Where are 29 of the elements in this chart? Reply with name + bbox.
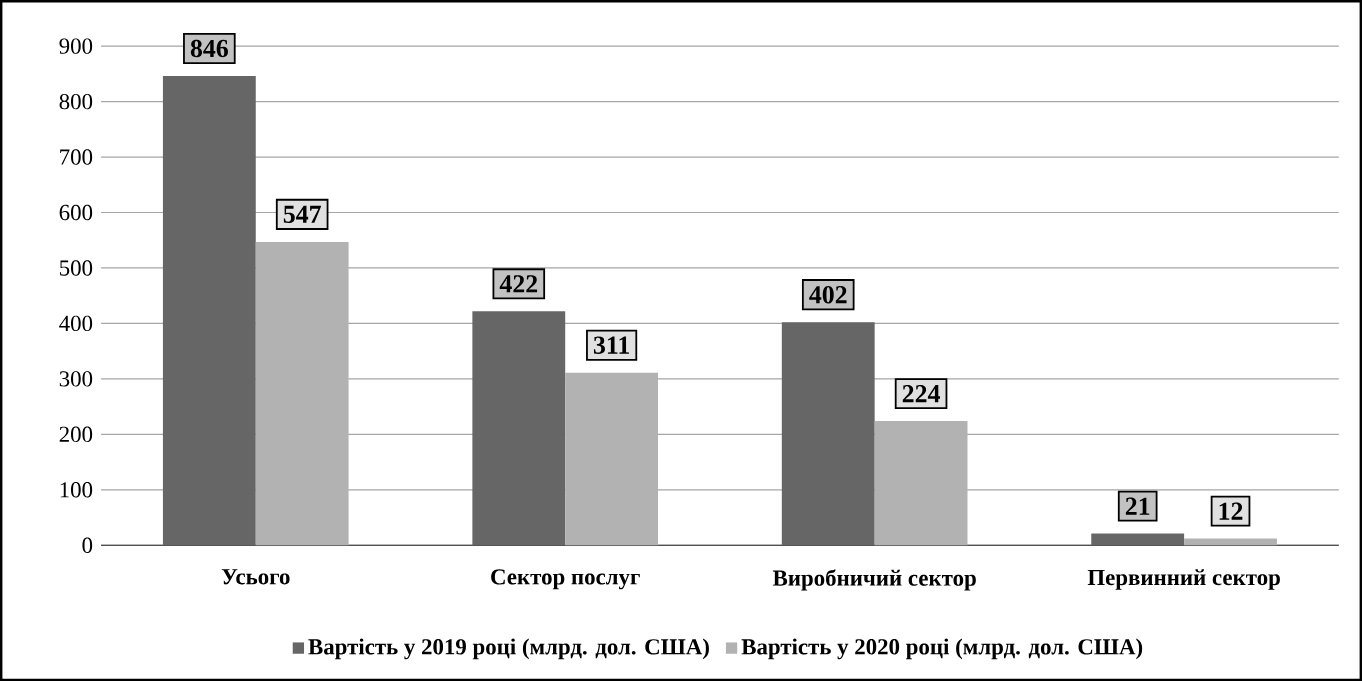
legend-label: Вартість у 2019 році (млрд. дол. США) [308, 638, 709, 660]
y-tick-label: 100 [60, 481, 93, 498]
x-tick-label: Первинний сектор [1087, 569, 1280, 590]
x-tick-label: Усього [221, 569, 290, 585]
data-label: 422 [499, 275, 538, 293]
x-tick-label: Виробничий сектор [772, 569, 976, 591]
data-label: 402 [809, 285, 847, 304]
data-label: 21 [1125, 497, 1150, 515]
y-tick-label: 800 [59, 93, 93, 110]
bar [781, 322, 875, 546]
y-tick-label: 600 [59, 204, 93, 221]
bar [472, 311, 566, 546]
y-tick-label: 400 [59, 315, 93, 332]
bar [162, 75, 256, 546]
data-label: 12 [1219, 502, 1243, 520]
y-tick-label: 700 [60, 149, 93, 165]
y-tick-label: 0 [82, 537, 93, 553]
y-tick-label: 900 [59, 38, 93, 54]
legend-label: Вартість у 2020 році (млрд. дол. США) [741, 638, 1143, 660]
data-label: 547 [283, 205, 321, 223]
bar [1091, 533, 1185, 546]
y-tick-label: 200 [59, 426, 93, 442]
y-tick-label: 500 [60, 260, 93, 276]
bar [1184, 538, 1277, 546]
x-tick-label: Сектор послуг [491, 569, 640, 590]
data-label: 311 [593, 336, 629, 354]
y-tick-label: 300 [59, 371, 93, 387]
data-label: 846 [190, 39, 228, 58]
data-label: 224 [902, 384, 940, 403]
